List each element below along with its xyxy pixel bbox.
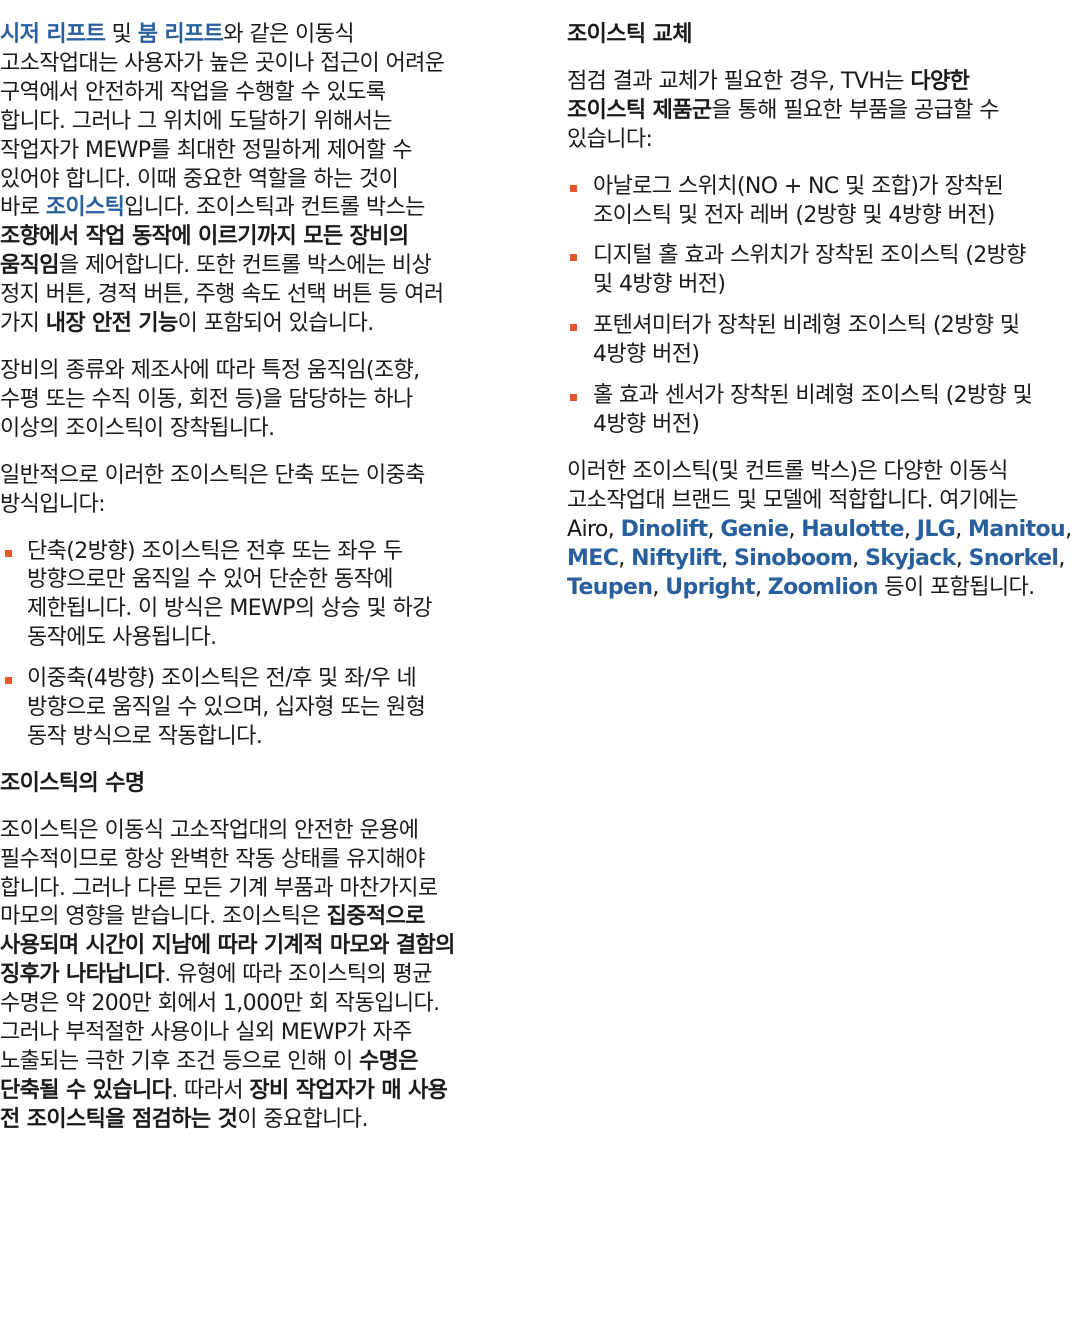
paragraph: 일반적으로 이러한 조이스틱은 단축 또는 이중축 방식입니다: bbox=[0, 462, 520, 520]
list-item: 아날로그 스위치(NO + NC 및 조합)가 장착된 조이스틱 및 전자 레버… bbox=[567, 173, 1079, 231]
text-segment: 이 중요합니다. bbox=[237, 1106, 368, 1132]
text-segment: 이 포함되어 있습니다. bbox=[177, 311, 375, 337]
bullet-square-icon bbox=[5, 677, 12, 685]
bullet-square-icon bbox=[570, 324, 577, 332]
link[interactable]: 붐 리프트 bbox=[137, 22, 224, 47]
bullet-list: 아날로그 스위치(NO + NC 및 조합)가 장착된 조이스틱 및 전자 레버… bbox=[567, 173, 1079, 440]
paragraph: 이러한 조이스틱(및 컨트롤 박스)은 다양한 이동식 고소작업대 브랜드 및 … bbox=[567, 458, 1079, 603]
list-item-text: 아날로그 스위치(NO + NC 및 조합)가 장착된 조이스틱 및 전자 레버… bbox=[593, 173, 1004, 228]
link[interactable]: Upright bbox=[665, 574, 755, 600]
list-item-text: 단축(2방향) 조이스틱은 전후 또는 좌우 두 방향으로만 움직일 수 있어 … bbox=[27, 538, 432, 651]
text-segment: . 유형에 따라 조이스틱의 평균 수명은 약 200만 회에서 1,000만 … bbox=[0, 962, 440, 1074]
list-item: 홀 효과 센서가 장착된 비례형 조이스틱 (2방향 및 4방향 버전) bbox=[567, 382, 1079, 440]
bullet-square-icon bbox=[5, 549, 12, 557]
link[interactable]: Niftylift bbox=[631, 545, 722, 571]
text-segment: , bbox=[618, 545, 632, 571]
text-segment: 을 제어합니다. 또한 컨트롤 박스에는 비상 정지 버튼, 경적 버튼, 주행… bbox=[0, 253, 444, 337]
list-item: 포텐셔미터가 장착된 비례형 조이스틱 (2방향 및 4방향 버전) bbox=[567, 312, 1079, 370]
paragraph: 조이스틱은 이동식 고소작업대의 안전한 운용에 필수적이므로 항상 완벽한 작… bbox=[0, 817, 520, 1135]
bold-text: 수명은 단축될 수 있습니다 bbox=[0, 1049, 419, 1103]
text-segment: , bbox=[652, 574, 666, 600]
list-item-text: 홀 효과 센서가 장착된 비례형 조이스틱 (2방향 및 4방향 버전) bbox=[593, 383, 1033, 437]
list-item-text: 포텐셔미터가 장착된 비례형 조이스틱 (2방향 및 4방향 버전) bbox=[593, 313, 1020, 368]
text-segment: 조이스틱은 이동식 고소작업대의 안전한 운용에 필수적이므로 항상 완벽한 작… bbox=[0, 817, 438, 930]
link[interactable]: Genie bbox=[720, 516, 789, 542]
link[interactable]: 시저 리프트 bbox=[0, 22, 106, 47]
text-segment: 이러한 조이스틱(및 컨트롤 박스)은 다양한 이동식 고소작업대 브랜드 및 … bbox=[567, 458, 1018, 542]
text-segment: 장비의 종류와 제조사에 따라 특정 움직임(조향, 수평 또는 수직 이동, … bbox=[0, 357, 420, 441]
text-segment: , bbox=[1065, 516, 1072, 542]
text-segment: 및 bbox=[105, 22, 138, 47]
link[interactable]: Zoomlion bbox=[767, 574, 879, 600]
bold-text: 집중적으로 사용되며 시간이 지남에 따라 기계적 마모와 결함의 징후가 나타… bbox=[0, 904, 455, 988]
link[interactable]: Teupen bbox=[567, 574, 653, 600]
bold-text: 조향에서 작업 동작에 이르기까지 모든 장비의 움직임 bbox=[0, 224, 409, 279]
text-segment: , bbox=[1058, 545, 1065, 571]
text-segment: , bbox=[955, 516, 969, 542]
text-segment: . 따라서 bbox=[171, 1077, 250, 1103]
link[interactable]: 조이스틱 bbox=[45, 195, 125, 221]
section-heading: 조이스틱 교체 bbox=[567, 22, 693, 47]
link[interactable]: Skyjack bbox=[865, 545, 956, 571]
text-segment: 와 같은 이동식 고소작업대는 사용자가 높은 곳이나 접근이 어려운 구역에서… bbox=[0, 22, 445, 221]
left-column: 시저 리프트 및 붐 리프트와 같은 이동식 고소작업대는 사용자가 높은 곳이… bbox=[0, 21, 520, 1153]
bullet-square-icon bbox=[570, 184, 577, 192]
text-segment: , bbox=[754, 574, 768, 600]
text-segment: 일반적으로 이러한 조이스틱은 단축 또는 이중축 방식입니다: bbox=[0, 462, 425, 517]
text-segment: 등이 포함됩니다. bbox=[877, 574, 1035, 600]
list-item: 디지털 홀 효과 스위치가 장착된 조이스틱 (2방향 및 4방향 버전) bbox=[567, 242, 1079, 300]
bold-text: 내장 안전 기능 bbox=[45, 311, 179, 337]
link[interactable]: Haulotte bbox=[801, 516, 904, 542]
list-item: 단축(2방향) 조이스틱은 전후 또는 좌우 두 방향으로만 움직일 수 있어 … bbox=[0, 538, 520, 654]
bullet-square-icon bbox=[570, 254, 577, 262]
paragraph: 시저 리프트 및 붐 리프트와 같은 이동식 고소작업대는 사용자가 높은 곳이… bbox=[0, 21, 520, 339]
link[interactable]: Sinoboom bbox=[734, 545, 853, 571]
text-segment: , bbox=[852, 545, 866, 571]
text-segment: , bbox=[788, 516, 802, 542]
section-heading: 조이스틱의 수명 bbox=[0, 770, 145, 796]
text-segment: 입니다. 조이스틱과 컨트롤 박스는 bbox=[124, 195, 425, 221]
link[interactable]: Manitou bbox=[968, 516, 1066, 542]
paragraph: 장비의 종류와 제조사에 따라 특정 움직임(조향, 수평 또는 수직 이동, … bbox=[0, 357, 520, 444]
bold-text: 다양한 조이스틱 제품군 bbox=[567, 68, 970, 123]
link[interactable]: Dinolift bbox=[620, 516, 709, 542]
link[interactable]: JLG bbox=[916, 516, 956, 542]
text-segment: , bbox=[707, 516, 721, 542]
list-item: 이중축(4방향) 조이스틱은 전/후 및 좌/우 네 방향으로 움직일 수 있으… bbox=[0, 665, 520, 752]
text-segment: 을 통해 필요한 부품을 공급할 수 있습니다: bbox=[567, 97, 999, 152]
bold-text: 장비 작업자가 매 사용 전 조이스틱을 점검하는 것 bbox=[0, 1077, 448, 1132]
paragraph: 점검 결과 교체가 필요한 경우, TVH는 다양한 조이스틱 제품군을 통해 … bbox=[567, 68, 1079, 155]
list-item-text: 이중축(4방향) 조이스틱은 전/후 및 좌/우 네 방향으로 움직일 수 있으… bbox=[27, 666, 426, 749]
text-segment: , bbox=[955, 545, 969, 571]
link[interactable]: MEC bbox=[567, 545, 619, 571]
bullet-list: 단축(2방향) 조이스틱은 전후 또는 좌우 두 방향으로만 움직일 수 있어 … bbox=[0, 538, 520, 752]
text-segment: , bbox=[903, 516, 917, 542]
bullet-square-icon bbox=[570, 394, 577, 402]
list-item-text: 디지털 홀 효과 스위치가 장착된 조이스틱 (2방향 및 4방향 버전) bbox=[593, 243, 1027, 298]
text-segment: 점검 결과 교체가 필요한 경우, TVH는 bbox=[567, 68, 911, 94]
link[interactable]: Snorkel bbox=[968, 545, 1059, 571]
text-segment: , bbox=[721, 545, 735, 571]
